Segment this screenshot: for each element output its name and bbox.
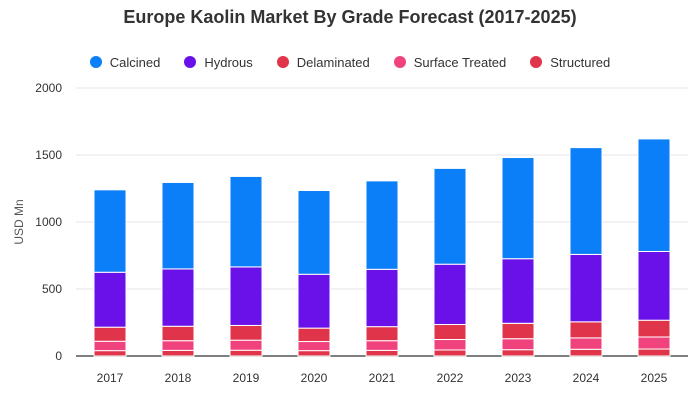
legend-label-delaminated: Delaminated xyxy=(296,54,370,70)
bar-hydrous-2017[interactable] xyxy=(93,271,127,328)
bar-hydrous-2022[interactable] xyxy=(433,263,467,326)
bar-hydrous-2024[interactable] xyxy=(569,253,603,323)
bar-surface-treated-2021[interactable] xyxy=(365,340,399,351)
legend: Calcined Hydrous Delaminated Surface Tre… xyxy=(0,53,700,71)
bar-delaminated-2020[interactable] xyxy=(297,327,331,343)
bar-surface-treated-2022[interactable] xyxy=(433,339,467,351)
bar-structured-2024[interactable] xyxy=(569,348,603,357)
bar-hydrous-2021[interactable] xyxy=(365,268,399,328)
bar-delaminated-2022[interactable] xyxy=(433,324,467,341)
y-tick-label: 0 xyxy=(55,349,62,363)
x-tick-label: 2022 xyxy=(437,371,464,385)
chart-title: Europe Kaolin Market By Grade Forecast (… xyxy=(123,7,577,27)
x-tick-label: 2021 xyxy=(369,371,396,385)
y-axis-ticks: 0 500 1000 1500 2000 xyxy=(35,81,62,363)
bar-surface-treated-2018[interactable] xyxy=(161,340,195,351)
x-tick-label: 2024 xyxy=(573,371,600,385)
bar-calcined-2023[interactable] xyxy=(501,157,535,260)
legend-swatch-delaminated xyxy=(276,56,289,68)
bar-structured-2017[interactable] xyxy=(93,350,127,357)
bar-calcined-2021[interactable] xyxy=(365,180,399,270)
y-tick-label: 2000 xyxy=(35,81,62,95)
bar-delaminated-2025[interactable] xyxy=(637,319,671,338)
bar-hydrous-2018[interactable] xyxy=(161,268,195,327)
bar-calcined-2018[interactable] xyxy=(161,181,195,270)
legend-swatch-hydrous xyxy=(184,56,197,68)
bar-hydrous-2023[interactable] xyxy=(501,258,535,324)
legend-item-structured[interactable]: Structured xyxy=(530,53,610,71)
legend-swatch-calcined xyxy=(89,56,102,68)
x-tick-label: 2018 xyxy=(165,371,192,385)
bar-calcined-2025[interactable] xyxy=(637,138,671,252)
bar-structured-2021[interactable] xyxy=(365,349,399,357)
bar-delaminated-2019[interactable] xyxy=(229,324,263,341)
bar-structured-2022[interactable] xyxy=(433,349,467,357)
legend-label-calcined: Calcined xyxy=(109,54,161,70)
x-tick-label: 2019 xyxy=(233,371,260,385)
legend-label-structured: Structured xyxy=(550,54,611,70)
x-axis-ticks: 2017 2018 2019 2020 2021 2022 2023 2024 2025 xyxy=(97,371,668,385)
bar-structured-2018[interactable] xyxy=(161,349,195,357)
bar-calcined-2019[interactable] xyxy=(229,175,263,268)
bar-delaminated-2018[interactable] xyxy=(161,325,195,342)
bars xyxy=(93,138,671,357)
bar-structured-2019[interactable] xyxy=(229,349,263,357)
x-tick-label: 2017 xyxy=(97,371,124,385)
bar-hydrous-2020[interactable] xyxy=(297,273,331,329)
bar-structured-2025[interactable] xyxy=(637,348,671,357)
legend-swatch-surface-treated xyxy=(393,56,406,68)
legend-label-surface-treated: Surface Treated xyxy=(413,54,507,70)
bar-hydrous-2025[interactable] xyxy=(637,250,671,321)
bar-structured-2023[interactable] xyxy=(501,349,535,357)
y-tick-label: 1500 xyxy=(35,148,62,162)
bar-calcined-2022[interactable] xyxy=(433,167,467,265)
legend-item-delaminated[interactable]: Delaminated xyxy=(276,53,370,71)
y-tick-label: 500 xyxy=(42,282,62,296)
legend-swatch-structured xyxy=(530,56,543,68)
bar-surface-treated-2017[interactable] xyxy=(93,340,127,352)
bar-structured-2020[interactable] xyxy=(297,350,331,357)
x-tick-label: 2025 xyxy=(641,371,668,385)
bar-calcined-2024[interactable] xyxy=(569,147,603,255)
legend-item-calcined[interactable]: Calcined xyxy=(89,53,161,71)
legend-label-hydrous: Hydrous xyxy=(204,54,253,70)
bar-delaminated-2017[interactable] xyxy=(93,326,127,342)
bar-surface-treated-2024[interactable] xyxy=(569,337,603,350)
y-tick-label: 1000 xyxy=(35,215,62,229)
bar-delaminated-2024[interactable] xyxy=(569,321,603,339)
bar-surface-treated-2020[interactable] xyxy=(297,341,331,352)
legend-item-surface-treated[interactable]: Surface Treated xyxy=(393,53,507,71)
x-tick-label: 2023 xyxy=(505,371,532,385)
bar-surface-treated-2023[interactable] xyxy=(501,338,535,351)
bar-calcined-2017[interactable] xyxy=(93,189,127,273)
y-axis-label: USD Mn xyxy=(12,199,26,244)
bar-delaminated-2021[interactable] xyxy=(365,326,399,342)
bar-calcined-2020[interactable] xyxy=(297,190,331,275)
x-tick-label: 2020 xyxy=(301,371,328,385)
legend-item-hydrous[interactable]: Hydrous xyxy=(184,53,253,71)
bar-surface-treated-2019[interactable] xyxy=(229,339,263,351)
bar-hydrous-2019[interactable] xyxy=(229,266,263,326)
bar-surface-treated-2025[interactable] xyxy=(637,336,671,350)
bar-delaminated-2023[interactable] xyxy=(501,322,535,340)
